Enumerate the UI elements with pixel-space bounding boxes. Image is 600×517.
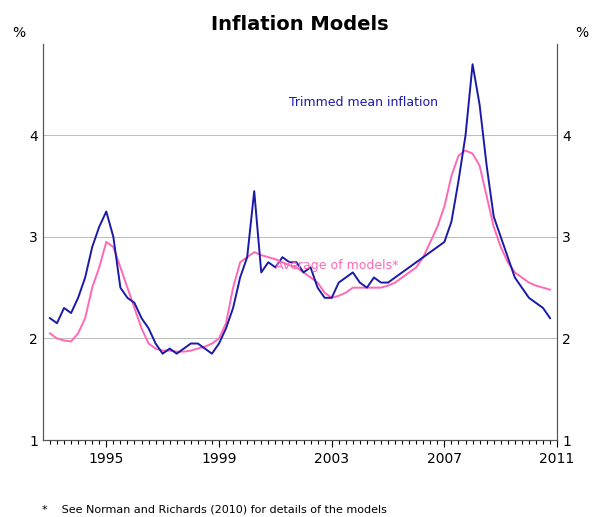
- Text: *    See Norman and Richards (2010) for details of the models: * See Norman and Richards (2010) for det…: [42, 505, 387, 514]
- Title: Inflation Models: Inflation Models: [211, 15, 389, 34]
- Text: Trimmed mean inflation: Trimmed mean inflation: [289, 96, 439, 109]
- Text: Average of models*: Average of models*: [275, 259, 399, 272]
- Text: %: %: [12, 26, 25, 40]
- Text: %: %: [575, 26, 588, 40]
